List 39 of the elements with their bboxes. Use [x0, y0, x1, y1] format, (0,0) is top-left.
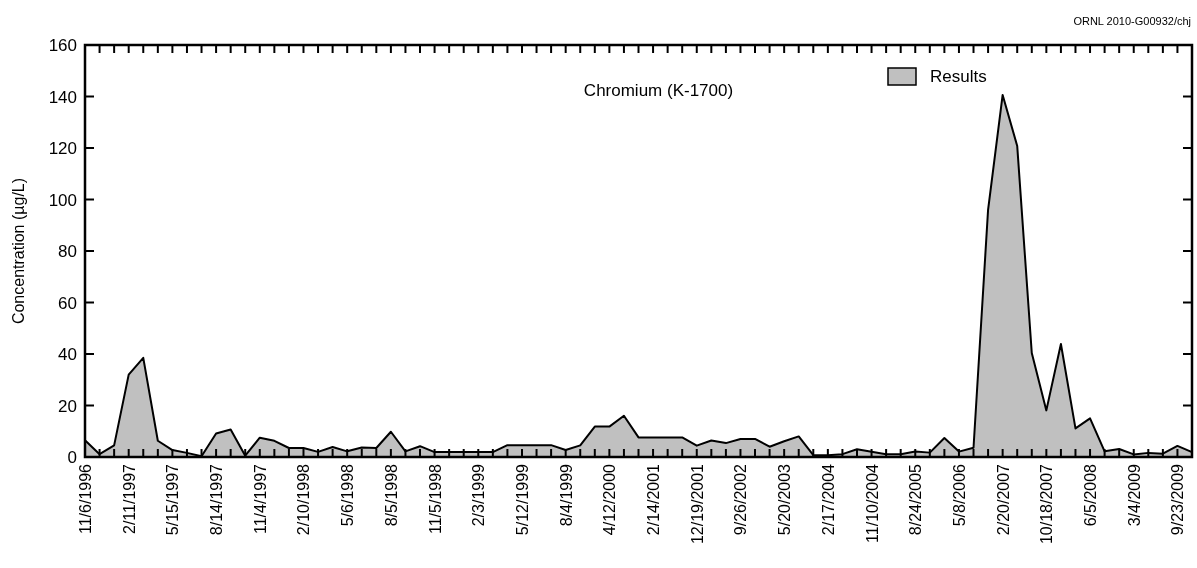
x-tick-label: 3/4/2009 — [1125, 463, 1143, 527]
x-tick-label: 2/3/1999 — [470, 463, 488, 527]
legend-label: Results — [930, 67, 987, 86]
x-tick-label: 5/8/2006 — [950, 463, 968, 527]
x-tick-label: 9/26/2002 — [732, 463, 750, 536]
x-tick-label: 8/5/1998 — [382, 463, 400, 527]
x-tick-label: 8/24/2005 — [907, 463, 925, 536]
y-tick-label: 60 — [58, 293, 77, 313]
y-tick-label: 100 — [48, 190, 77, 210]
y-tick-label: 0 — [67, 448, 77, 467]
x-tick-label: 2/17/2004 — [819, 463, 837, 536]
text: Chromium (K-1700) — [583, 81, 734, 100]
x-tick-label: 5/6/1998 — [339, 463, 357, 527]
y-tick-label: 140 — [48, 87, 77, 107]
x-tick-label: 12/19/2001 — [688, 463, 706, 545]
y-tick-label: 80 — [58, 242, 77, 261]
x-tick-label: 4/12/2000 — [601, 463, 619, 536]
x-tick-label: 2/20/2007 — [994, 463, 1012, 536]
x-tick-label: 5/15/1997 — [164, 463, 182, 536]
y-tick-label: 120 — [48, 139, 77, 158]
y-tick-label: 20 — [58, 396, 77, 416]
x-tick-label: 11/4/1997 — [251, 463, 269, 534]
x-tick-label: 8/14/1997 — [208, 463, 226, 536]
x-tick-label: 2/10/1998 — [295, 463, 313, 536]
x-tick-label: 9/23/2009 — [1169, 463, 1187, 536]
x-tick-label: 2/11/1997 — [120, 463, 138, 534]
x-tick-label: 11/5/1998 — [426, 463, 444, 534]
x-tick-label: 11/10/2004 — [863, 463, 881, 543]
x-tick-label: 5/12/1999 — [513, 463, 531, 536]
x-tick-label: 10/18/2007 — [1038, 463, 1056, 545]
x-tick-label: 5/20/2003 — [776, 463, 794, 536]
y-tick-label: 40 — [58, 345, 77, 364]
x-tick-label: 6/5/2008 — [1082, 463, 1100, 527]
x-tick-label: 2/14/2001 — [645, 463, 663, 536]
y-tick-label: 160 — [48, 36, 77, 55]
text: ORNL 2010-G00932/chj — [1073, 15, 1191, 27]
y-axis-title: Concentration (µg/L) — [10, 177, 27, 325]
x-tick-label: 8/4/1999 — [557, 463, 575, 527]
x-tick-label: 11/6/1996 — [77, 463, 94, 534]
